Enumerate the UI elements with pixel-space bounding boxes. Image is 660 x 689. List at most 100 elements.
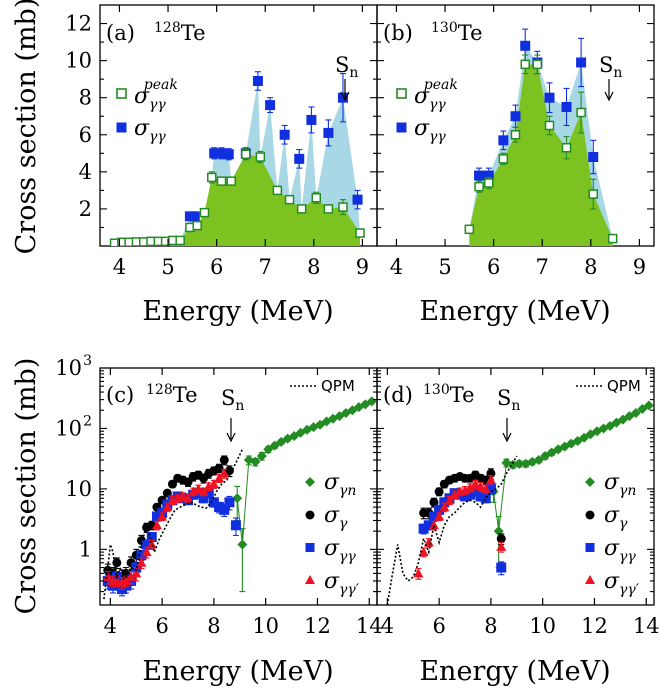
y-tick-label: 1 [79, 537, 92, 561]
data-point [102, 571, 113, 581]
legend-qpm-label-c: QPM [321, 377, 355, 395]
data-point [588, 189, 599, 199]
data-point [470, 479, 481, 489]
panel-label-c: (c) [106, 383, 134, 407]
x-axis-label-c: Energy (MeV) [142, 656, 333, 687]
legend-sigma-ggp-c: σγγ′ [324, 569, 360, 598]
data-point [219, 468, 230, 478]
x-tick-label: 14 [633, 614, 660, 638]
data-point [192, 220, 202, 231]
x-tick-label: 12 [581, 614, 608, 638]
legend-sigma-peak-a: σγγpeak [134, 77, 178, 113]
data-point [269, 440, 280, 451]
data-point [510, 111, 521, 122]
legend-sigma-ggp-d: σγγ′ [604, 569, 640, 598]
data-point [434, 511, 445, 521]
panel-d-frame [376, 367, 655, 606]
data-point [532, 59, 543, 70]
data-point [449, 489, 460, 499]
legend-marker-circle-c [305, 510, 315, 520]
data-point [337, 92, 348, 103]
x-tick-label: 6 [210, 255, 223, 279]
data-point [366, 396, 377, 407]
data-point [146, 539, 157, 549]
data-point [279, 129, 290, 140]
data-point [588, 152, 599, 163]
data-point [208, 479, 219, 489]
legend-sigma-gn-d: σγn [604, 470, 636, 499]
isotope-mass-c: 128 [146, 382, 173, 398]
data-point [265, 100, 276, 111]
panel-d-data [386, 400, 654, 605]
isotope-mass-d: 130 [423, 382, 450, 398]
isotope-label-d: 130Te [423, 382, 475, 407]
x-tick-label: 12 [304, 614, 331, 638]
data-point [643, 400, 654, 411]
legend-qpm-label-d: QPM [607, 377, 641, 395]
isotope-element-d: Te [450, 383, 475, 407]
x-tick-label: 7 [536, 255, 549, 279]
legend-sigma-g-d: σγ [604, 503, 628, 532]
legend-sigma-gg-d: σγγ [604, 536, 636, 565]
data-point [464, 224, 475, 235]
data-point [480, 493, 491, 504]
panel-label-a: (a) [106, 21, 135, 45]
data-point [561, 142, 572, 153]
data-point [533, 455, 544, 466]
data-point [237, 539, 248, 550]
x-tick-label: 6 [487, 255, 500, 279]
data-point [250, 456, 261, 467]
data-point [418, 547, 429, 557]
data-point [413, 568, 424, 578]
panel-b-data [464, 28, 618, 246]
data-point [520, 59, 530, 70]
x-axis-label-a: Energy (MeV) [142, 296, 333, 327]
data-point [198, 486, 209, 496]
data-point [465, 482, 476, 492]
isotope-label-a: 128Te [154, 20, 206, 45]
y-tick-label: 10 [55, 416, 82, 440]
data-point [224, 497, 235, 508]
x-tick-label: 8 [484, 614, 497, 638]
x-tick-label: 7 [259, 255, 272, 279]
data-point [607, 233, 618, 244]
sigma-gg-peak-area [469, 64, 613, 246]
legend-marker-filled-square-b [396, 122, 407, 133]
data-point [576, 107, 586, 118]
legend-marker-diamond-d [585, 477, 595, 487]
legend-marker-open-square-b [396, 88, 407, 99]
data-point [323, 127, 334, 138]
y-tick-label: 6 [79, 123, 92, 147]
data-point [311, 193, 322, 203]
data-point [544, 92, 555, 103]
y-tick-label: 10 [65, 49, 92, 73]
legend-sigma-peak-b: σγγpeak [414, 77, 458, 113]
data-point [439, 502, 450, 512]
data-point [272, 185, 283, 196]
data-point [214, 473, 225, 483]
data-point [514, 458, 525, 469]
x-tick-label: 9 [633, 255, 646, 279]
data-point [241, 149, 251, 159]
data-point [226, 176, 236, 186]
data-point [216, 176, 227, 186]
qpm-curve [103, 449, 244, 600]
data-point [256, 451, 267, 462]
data-point [474, 181, 484, 192]
sn-label-a: Sn [335, 53, 358, 81]
data-point [252, 76, 263, 87]
sn-arrowhead-b [604, 91, 614, 102]
y-tick-exponent: 3 [83, 353, 92, 369]
y-tick-label: 10 [65, 477, 92, 501]
data-point [199, 207, 210, 218]
isotope-mass-b: 130 [431, 20, 458, 36]
data-point [323, 204, 334, 214]
data-point [131, 568, 142, 578]
x-axis-label-d: Energy (MeV) [419, 656, 610, 687]
qpm-curve [386, 455, 518, 605]
data-point [223, 149, 234, 160]
y-tick-label: 12 [65, 12, 92, 36]
sn-label-b: Sn [599, 53, 622, 81]
x-tick-label: 8 [307, 255, 320, 279]
data-point [510, 130, 521, 140]
